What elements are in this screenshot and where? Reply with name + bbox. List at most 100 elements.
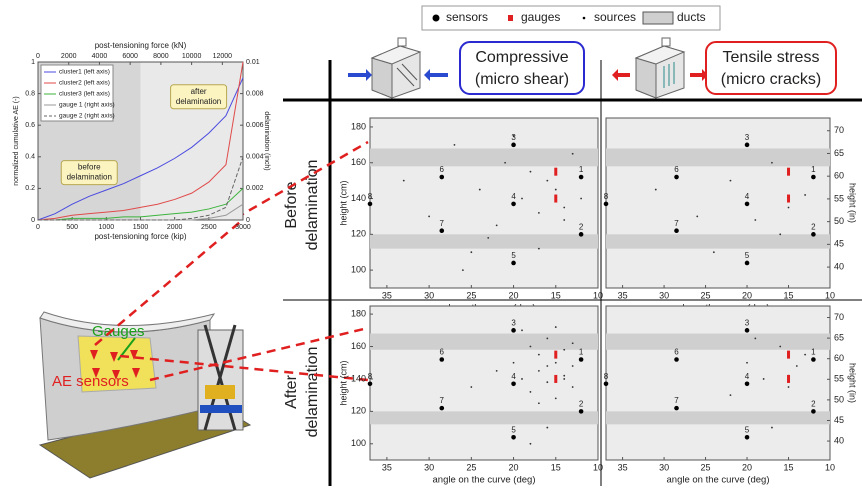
x-tick-label: 15 [551,462,561,472]
sensor-label: 6 [440,165,445,174]
source [730,180,732,182]
sensor-label: 4 [511,372,516,381]
legend-label: ducts [677,10,706,24]
source [754,338,756,340]
source [530,171,532,173]
y-tick-label: 100 [351,264,366,274]
sensor [674,357,679,362]
y2-tick-label: 0.01 [246,59,260,66]
sensor [604,202,609,207]
source [563,219,565,221]
x2-tick-label: 2000 [61,53,77,60]
source [504,162,506,164]
y2-tick-label: 50 [834,216,844,226]
gauge [787,351,790,359]
x2-tick-label: 10000 [182,53,202,60]
gauge [554,351,557,359]
x-tick-label: 25 [466,462,476,472]
x-tick-label: 30 [659,462,669,472]
sensor-label: 1 [579,348,584,357]
source [454,144,456,146]
source [546,180,548,182]
y2-tick-label: 0 [246,217,250,224]
legend-label: cluster2 (left axis) [59,80,110,87]
source [479,189,481,191]
source [521,378,523,380]
legend-symbol [508,15,513,21]
y2-axis-label: height (in) [848,363,858,403]
source [530,391,532,393]
sensor-label: 4 [745,372,750,381]
x-tick-label: 30 [424,462,434,472]
sensor [811,357,816,362]
x2-tick-label: 12000 [213,53,233,60]
source [763,378,765,380]
sensor [745,435,750,440]
source [521,198,523,200]
sensor-label: 7 [674,219,679,228]
y2-tick-label: 0.008 [246,90,264,97]
sensor [579,175,584,180]
x-tick-label: 2500 [201,224,217,231]
sensor-label: 5 [745,425,750,434]
x2-tick-label: 0 [36,53,40,60]
x-tick-label: 25 [701,462,711,472]
y-axis-label: height (cm) [338,180,348,225]
sensor-label: 4 [511,192,516,201]
y2-tick-label: 45 [834,415,844,425]
sensor [511,143,516,148]
source [470,386,472,388]
x-tick-label: 20 [742,462,752,472]
sensor [511,328,516,333]
column-header: (micro shear) [475,71,569,88]
legend-label: gauge 2 (right axis) [59,113,115,120]
source [804,194,806,196]
source [496,370,498,372]
x-tick-label: 10 [593,462,603,472]
source [796,365,798,367]
gauge [554,168,557,176]
source [779,233,781,235]
x-axis-label: angle on the curve (deg) [667,475,770,486]
source [572,342,574,344]
duct [606,148,830,166]
sensor-label: 8 [368,192,373,201]
x-tick-label: 25 [701,290,711,300]
sensor-label: 3 [745,318,750,327]
x-tick-label: 15 [784,462,794,472]
duct [370,411,598,424]
y-tick-label: 0 [31,217,35,224]
source [546,427,548,429]
legend-label: gauge 1 (right axis) [59,102,115,109]
y-tick-label: 180 [351,308,366,318]
sensor [745,382,750,387]
y2-tick-label: 60 [834,353,844,363]
column-header: (micro cracks) [721,71,821,88]
sensor-label: 3 [511,318,516,327]
y2-tick-label: 50 [834,394,844,404]
x-axis-label: angle on the curve (deg) [433,475,536,486]
x2-axis-label: post-tensioning force (kN) [95,41,187,50]
annotation: before [78,163,101,172]
sensor-label: 5 [511,251,516,260]
x-tick-label: 15 [551,290,561,300]
gauge [554,375,557,383]
sensor-label: 2 [811,222,816,231]
x2-tick-label: 4000 [92,53,108,60]
tension-icon [612,38,708,98]
source [530,443,532,445]
y-tick-label: 0.4 [25,154,35,161]
source [779,346,781,348]
gauge [787,168,790,176]
y-tick-label: 0.8 [25,90,35,97]
x-tick-label: 10 [825,462,835,472]
x-tick-label: 35 [382,290,392,300]
source [563,349,565,351]
source [428,216,430,218]
y2-axis-label: height (in) [848,183,858,223]
gauge [787,375,790,383]
source [696,216,698,218]
source [563,207,565,209]
sensor [604,382,609,387]
y-tick-label: 1 [31,59,35,66]
